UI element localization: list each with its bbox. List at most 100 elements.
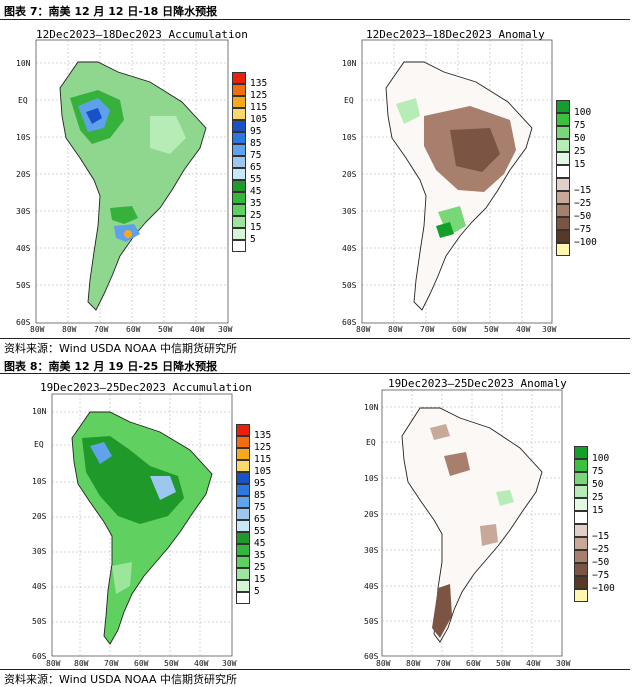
legend-swatch	[556, 217, 570, 230]
accumulation-map	[51, 393, 233, 657]
legend-swatch	[236, 424, 250, 436]
legend-swatch	[556, 165, 570, 178]
legend-swatch	[232, 96, 246, 108]
legend-swatch	[236, 448, 250, 460]
lon-label: 60W	[452, 325, 467, 334]
lat-label: 30S	[32, 547, 47, 556]
legend-label: 65	[250, 162, 262, 173]
source-note: 资料来源：Wind USDA NOAA 中信期货研究所	[4, 342, 238, 355]
lat-label: 10S	[364, 474, 379, 483]
legend-label: 75	[254, 502, 266, 513]
legend-label: 55	[250, 174, 262, 185]
legend-label: −25	[574, 198, 592, 209]
legend-label: 75	[574, 120, 586, 131]
lon-label: 30W	[222, 659, 237, 668]
legend-swatch	[556, 126, 570, 139]
lat-label: 50S	[342, 281, 357, 290]
legend-label: 100	[574, 107, 592, 118]
anomaly-legend: 100 75 50 25 15 −15 −25 −50 −75 −100	[556, 100, 626, 270]
legend-swatch	[236, 484, 250, 496]
lon-label: 80W	[388, 325, 403, 334]
legend-label: 15	[574, 159, 586, 170]
legend-label: 95	[254, 478, 266, 489]
legend-label: −15	[592, 531, 610, 542]
caption-divider	[0, 373, 630, 374]
legend-swatch	[556, 178, 570, 191]
lat-label: 20S	[32, 512, 47, 521]
lat-label: 40S	[364, 582, 379, 591]
legend-label: 55	[254, 526, 266, 537]
legend-label: 75	[250, 150, 262, 161]
legend-label: 95	[250, 126, 262, 137]
legend-swatch	[236, 460, 250, 472]
accumulation-legend: 135 125 115 105 95 85 75 65 55 45 35 25 …	[236, 424, 296, 634]
legend-label: 115	[250, 102, 268, 113]
lon-label: 40W	[516, 325, 531, 334]
source-note: 资料来源：Wind USDA NOAA 中信期货研究所	[4, 673, 238, 686]
legend-swatch	[574, 563, 588, 576]
lon-label: 80W	[30, 325, 45, 334]
lat-label: 10N	[16, 59, 31, 68]
legend-swatch	[236, 544, 250, 556]
legend-label: 75	[592, 466, 604, 477]
source-divider	[0, 669, 630, 670]
legend-swatch	[232, 120, 246, 132]
legend-label: 100	[592, 453, 610, 464]
legend-label: 135	[254, 430, 272, 441]
legend-label: 85	[254, 490, 266, 501]
legend-label: 25	[250, 210, 262, 221]
legend-swatch	[574, 446, 588, 459]
legend-label: −100	[574, 237, 597, 248]
legend-swatch	[574, 576, 588, 589]
lat-label: 20S	[364, 510, 379, 519]
lat-label: EQ	[34, 440, 44, 449]
map-title: 12Dec2023—18Dec2023 Anomaly	[366, 28, 545, 41]
legend-swatch	[574, 524, 588, 537]
accumulation-map	[35, 39, 229, 324]
lon-label: 70W	[436, 659, 451, 668]
lat-label: 10N	[32, 407, 47, 416]
legend-swatch	[236, 556, 250, 568]
lat-label: 50S	[16, 281, 31, 290]
lat-label: 20S	[16, 170, 31, 179]
lon-label: 30W	[542, 325, 557, 334]
legend-label: −15	[574, 185, 592, 196]
source-divider	[0, 338, 630, 339]
lat-label: 10S	[32, 477, 47, 486]
lat-label: 30S	[342, 207, 357, 216]
legend-label: −25	[592, 544, 610, 555]
legend-swatch	[232, 240, 246, 252]
legend-label: 35	[250, 198, 262, 209]
legend-swatch	[556, 113, 570, 126]
lat-label: EQ	[18, 96, 28, 105]
legend-swatch	[556, 230, 570, 243]
lat-label: 10S	[16, 133, 31, 142]
legend-label: 15	[254, 574, 266, 585]
legend-swatch	[232, 180, 246, 192]
legend-swatch	[236, 568, 250, 580]
lat-label: 30S	[364, 546, 379, 555]
legend-label: 25	[574, 146, 586, 157]
figure-caption: 图表 8：南美 12 月 19 日-25 日降水预报	[4, 360, 218, 373]
legend-label: 50	[592, 479, 604, 490]
anomaly-map	[361, 39, 553, 324]
legend-swatch	[236, 472, 250, 484]
lat-label: 10N	[342, 59, 357, 68]
lat-label: 50S	[364, 617, 379, 626]
legend-swatch	[556, 100, 570, 113]
legend-swatch	[232, 132, 246, 144]
legend-swatch	[232, 228, 246, 240]
legend-swatch	[574, 498, 588, 511]
legend-swatch	[232, 216, 246, 228]
legend-swatch	[574, 472, 588, 485]
legend-swatch	[556, 204, 570, 217]
lat-label: 40S	[342, 244, 357, 253]
lon-label: 80W	[356, 325, 371, 334]
legend-label: 125	[254, 442, 272, 453]
legend-swatch	[232, 192, 246, 204]
legend-label: 5	[250, 234, 256, 245]
legend-label: 25	[592, 492, 604, 503]
lon-label: 30W	[556, 659, 571, 668]
lon-label: 80W	[62, 325, 77, 334]
legend-swatch	[574, 589, 588, 602]
